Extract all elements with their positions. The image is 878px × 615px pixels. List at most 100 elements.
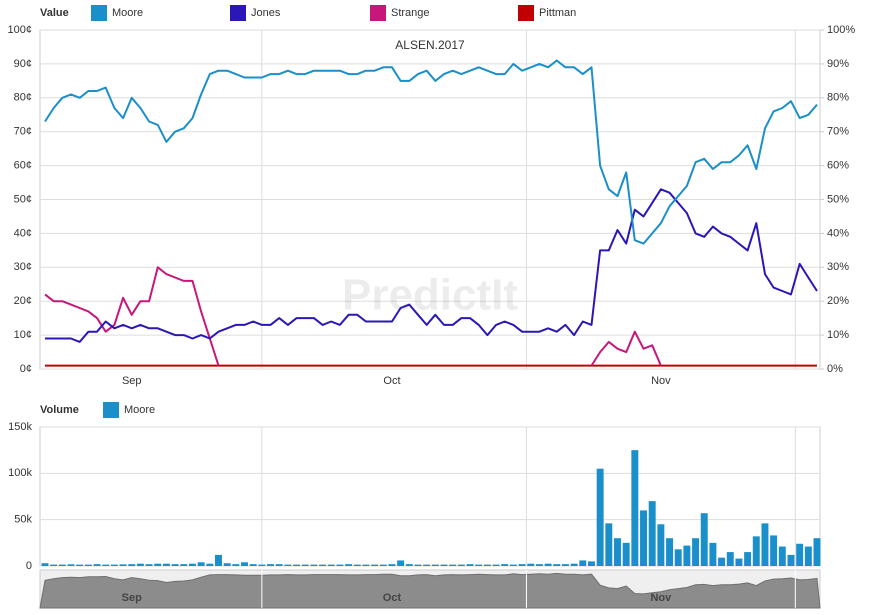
- y-tick-label: 90¢: [14, 58, 32, 70]
- volume-bar: [588, 561, 595, 566]
- volume-bar: [605, 523, 613, 566]
- legend-swatch: [103, 402, 119, 418]
- y-tick-label: 100¢: [8, 24, 32, 36]
- legend-swatch: [518, 5, 534, 21]
- y-tick-label: 70¢: [14, 126, 32, 138]
- volume-bar: [457, 564, 465, 566]
- volume-bar: [475, 564, 483, 566]
- series-line: [44, 59, 818, 245]
- volume-bar: [666, 538, 674, 566]
- y-tick-label: 80¢: [14, 92, 32, 104]
- y-tick-label: 150k: [8, 421, 32, 433]
- volume-bar: [640, 510, 647, 566]
- legend-title: Value: [40, 7, 69, 19]
- volume-bar: [102, 564, 110, 566]
- navigator-label: Oct: [383, 592, 402, 604]
- y2-tick-label: 40%: [827, 227, 849, 239]
- volume-bar: [553, 564, 561, 566]
- volume-bar: [119, 564, 127, 566]
- legend-title: Volume: [40, 404, 79, 416]
- y-tick-label: 0¢: [20, 363, 32, 375]
- volume-bar: [310, 564, 318, 566]
- volume-bar: [570, 563, 578, 566]
- volume-bar: [752, 536, 760, 566]
- series-line: [44, 266, 662, 367]
- volume-bar: [67, 564, 75, 566]
- volume-bar: [483, 564, 491, 566]
- volume-bar: [397, 560, 405, 566]
- volume-bar: [362, 564, 370, 566]
- y-tick-label: 10¢: [14, 329, 32, 341]
- legend-label[interactable]: Pittman: [539, 7, 576, 19]
- volume-bar: [258, 564, 266, 566]
- chart-title: ALSEN.2017: [395, 38, 465, 52]
- y-tick-label: 0: [26, 560, 32, 572]
- volume-bar: [466, 564, 474, 566]
- volume-bar: [744, 552, 752, 566]
- volume-bar: [388, 564, 396, 566]
- y-tick-label: 50¢: [14, 193, 32, 205]
- volume-bar: [180, 564, 188, 566]
- legend-swatch: [370, 5, 386, 21]
- volume-bar: [726, 552, 734, 566]
- volume-bar: [535, 564, 543, 566]
- legend-label[interactable]: Moore: [124, 404, 155, 416]
- volume-bar: [58, 564, 66, 566]
- y2-tick-label: 30%: [827, 261, 849, 273]
- volume-bar: [171, 564, 179, 566]
- volume-bar: [579, 560, 587, 566]
- volume-bar: [136, 563, 144, 566]
- volume-bar: [293, 564, 301, 566]
- y2-tick-label: 60%: [827, 160, 849, 172]
- volume-bar: [327, 564, 335, 566]
- navigator-label: Nov: [650, 592, 672, 604]
- volume-bar: [544, 563, 552, 566]
- volume-bar: [336, 564, 344, 566]
- volume-bar: [223, 563, 231, 566]
- volume-bar: [449, 564, 457, 566]
- volume-bar: [405, 564, 413, 566]
- volume-bar: [110, 564, 118, 566]
- volume-bar: [440, 564, 448, 566]
- volume-bar: [93, 564, 101, 566]
- volume-bar: [241, 562, 248, 566]
- series-line: [45, 188, 818, 343]
- legend-label[interactable]: Strange: [391, 7, 430, 19]
- volume-bar: [197, 562, 205, 566]
- volume-bar: [787, 554, 795, 566]
- volume-bar: [84, 564, 92, 566]
- legend-label[interactable]: Moore: [112, 7, 143, 19]
- y2-tick-label: 100%: [827, 24, 855, 36]
- volume-bar: [319, 564, 327, 566]
- volume-bar: [345, 564, 353, 566]
- volume-bar: [509, 564, 517, 566]
- volume-bar: [648, 501, 656, 566]
- volume-bar: [76, 564, 84, 566]
- volume-bar: [275, 564, 283, 566]
- volume-bar: [154, 563, 162, 566]
- volume-bar: [379, 564, 387, 566]
- volume-bar: [778, 546, 786, 566]
- volume-bar: [692, 538, 700, 566]
- navigator-area: [39, 572, 821, 609]
- legend-label[interactable]: Jones: [251, 7, 281, 19]
- volume-bar: [813, 538, 821, 566]
- volume-bar: [657, 524, 665, 566]
- volume-bar: [188, 563, 196, 566]
- volume-bar: [718, 557, 726, 566]
- volume-bar: [206, 563, 214, 566]
- watermark: PredictIt: [342, 271, 518, 320]
- y-tick-label: 20¢: [14, 295, 32, 307]
- volume-bar: [431, 564, 439, 566]
- y-tick-label: 60¢: [14, 160, 32, 172]
- volume-bar: [614, 538, 621, 566]
- volume-bar: [423, 564, 431, 566]
- y-tick-label: 40¢: [14, 227, 32, 239]
- y2-tick-label: 10%: [827, 329, 849, 341]
- x-tick-label: Nov: [651, 375, 671, 387]
- volume-bar: [267, 564, 274, 566]
- legend-swatch: [91, 5, 107, 21]
- y2-tick-label: 50%: [827, 193, 849, 205]
- volume-bar: [700, 513, 708, 566]
- y2-tick-label: 0%: [827, 363, 843, 375]
